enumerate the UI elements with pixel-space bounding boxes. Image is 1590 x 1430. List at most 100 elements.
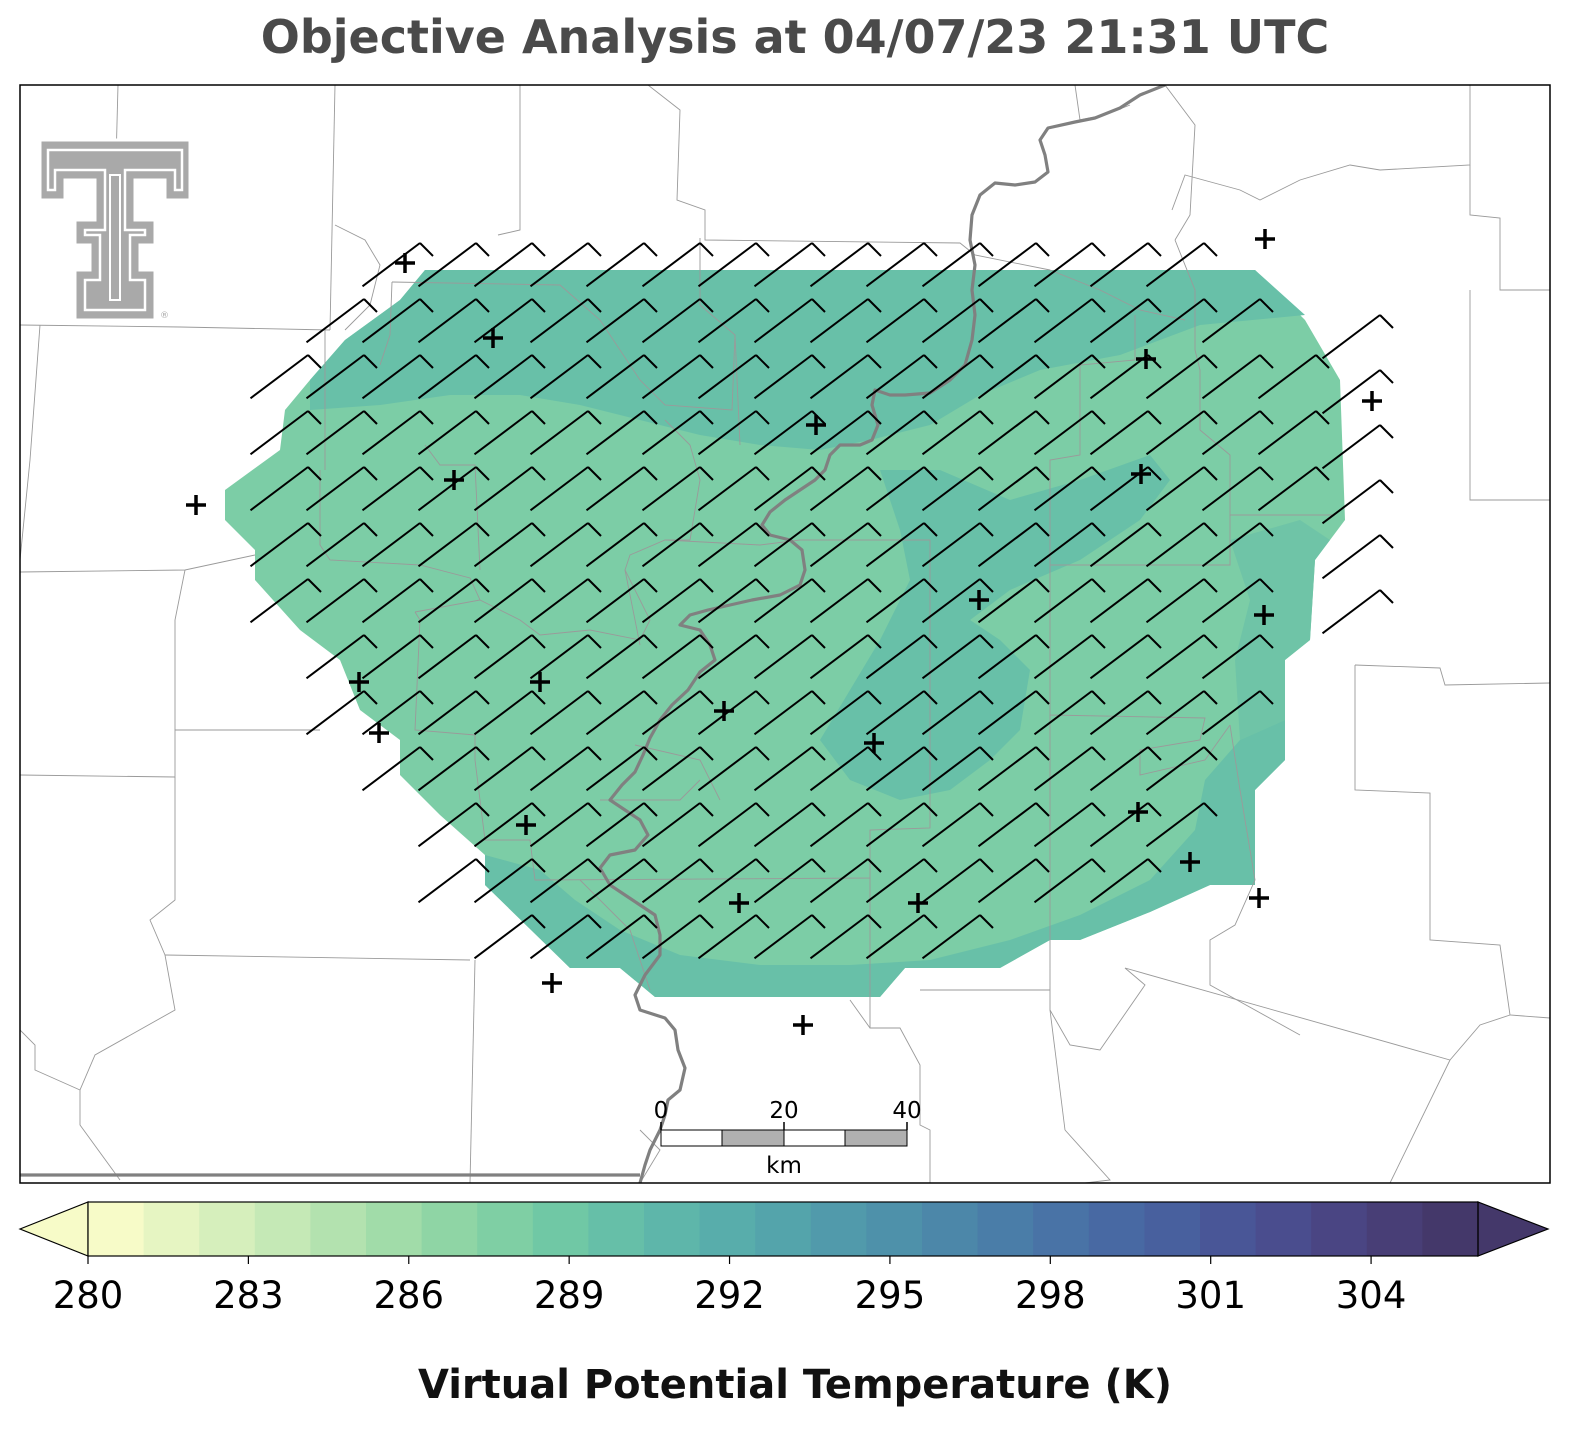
wind-barb-flag (979, 746, 994, 761)
wind-barb-shaft (473, 634, 533, 680)
wind-barb-shaft (1201, 690, 1261, 736)
wind-barb-shaft (1201, 522, 1261, 568)
wind-barb-flag (979, 466, 994, 481)
wind-barb-shaft (1201, 634, 1261, 680)
scale-tick-20: 20 (769, 1098, 798, 1124)
wind-barb-flag (699, 690, 714, 705)
wind-barb-flag (699, 858, 714, 873)
wind-barb-flag (1259, 466, 1274, 481)
colorbar-tick-label: 304 (1336, 1274, 1407, 1317)
station-marker (969, 590, 989, 610)
wind-barb-flag (1203, 466, 1218, 481)
wind-barb-shaft (473, 354, 533, 400)
wind-barb-shaft (865, 410, 925, 456)
wind-barb-shaft (1145, 298, 1205, 344)
wind-barb-shaft (473, 522, 533, 568)
wind-barb-shaft (585, 858, 645, 904)
colorbar-extend-low (18, 1201, 89, 1257)
wind-barb-flag (979, 354, 994, 369)
wind-barb-shaft (529, 746, 589, 792)
wind-barb-flag (1035, 858, 1050, 873)
wind-barb-shaft (529, 410, 589, 456)
wind-barb-shaft (361, 298, 421, 344)
wind-barb-flag (419, 354, 434, 369)
colorbar-tick-label: 292 (694, 1274, 765, 1317)
wind-barb-shaft (697, 522, 757, 568)
wind-barb-shaft (921, 242, 981, 288)
wind-barb-shaft (417, 522, 477, 568)
wind-barb-shaft (529, 858, 589, 904)
wind-barb-shaft (1201, 354, 1261, 400)
wind-barb-flag (1035, 354, 1050, 369)
wind-barb-flag (643, 242, 658, 257)
wind-barb-flag (1203, 242, 1218, 257)
wind-barb-flag (1147, 634, 1162, 649)
wind-barb-flag (755, 242, 770, 257)
wind-barb-flag (1379, 314, 1394, 329)
wind-barb-shaft (585, 466, 645, 512)
wind-barb-shaft (697, 298, 757, 344)
wind-barb-flag (475, 298, 490, 313)
wind-barb-flag (699, 466, 714, 481)
wind-barb-shaft (921, 298, 981, 344)
colorbar-cell (810, 1202, 867, 1256)
wind-barb-shaft (305, 578, 365, 624)
wind-barb-shaft (529, 634, 589, 680)
wind-barb-flag (811, 410, 826, 425)
colorbar-cell (1144, 1202, 1201, 1256)
wind-barb-flag (1147, 802, 1162, 817)
wind-barb-shaft (865, 858, 925, 904)
wind-barb-shaft (1033, 298, 1093, 344)
wind-barb-flag (1379, 424, 1394, 439)
wind-barb-shaft (865, 746, 925, 792)
wind-barb-flag (1379, 479, 1394, 494)
wind-barb-flag (1035, 410, 1050, 425)
wind-barb-shaft (1145, 410, 1205, 456)
wind-barb-flag (923, 634, 938, 649)
wind-barb-flag (979, 802, 994, 817)
colorbar-tick-label: 286 (373, 1274, 444, 1317)
wind-barb-flag (755, 634, 770, 649)
analysis-region-outer (225, 270, 1345, 997)
wind-barb-shaft (1033, 354, 1093, 400)
wind-barb-flag (979, 410, 994, 425)
wind-barb-shaft (1033, 578, 1093, 624)
wind-barb-shaft (417, 746, 477, 792)
wind-barb-shaft (865, 522, 925, 568)
wind-barb-flag (867, 914, 882, 929)
wind-barb-flag (811, 634, 826, 649)
wind-barb-shaft (697, 914, 757, 960)
wind-barb-flag (755, 410, 770, 425)
wind-barb-shaft (809, 410, 869, 456)
wind-barb-shaft (529, 690, 589, 736)
wind-barb-flag (923, 354, 938, 369)
wind-barb-flag (979, 298, 994, 313)
wind-barb-shaft (1257, 354, 1317, 400)
colorbar-tick-label: 289 (534, 1274, 605, 1317)
wind-barb-shaft (1201, 410, 1261, 456)
wind-barb-shaft (361, 522, 421, 568)
wind-barb-flag (811, 466, 826, 481)
scale-tick-0: 0 (654, 1098, 669, 1124)
colorbar-cell (1366, 1202, 1423, 1256)
wind-barb-shaft (697, 410, 757, 456)
colorbar-cell (477, 1202, 534, 1256)
wind-barb-flag (979, 690, 994, 705)
wind-barb-flag (1203, 802, 1218, 817)
wind-barb-shaft (1033, 522, 1093, 568)
wind-barb-shaft (585, 354, 645, 400)
station-marker (516, 815, 536, 835)
wind-barb-shaft (641, 914, 701, 960)
wind-barb-shaft (921, 634, 981, 680)
colorbar-cell (143, 1202, 200, 1256)
wind-barb-flag (475, 746, 490, 761)
wind-barb-flag (1147, 746, 1162, 761)
wind-barb-shaft (921, 466, 981, 512)
wind-barb-shaft (865, 578, 925, 624)
wind-barb-flag (867, 746, 882, 761)
wind-barb-shaft (977, 354, 1037, 400)
wind-barb-shaft (753, 298, 813, 344)
wind-barb-flag (363, 466, 378, 481)
wind-barb-shaft (809, 578, 869, 624)
wind-barb-flag (755, 578, 770, 593)
